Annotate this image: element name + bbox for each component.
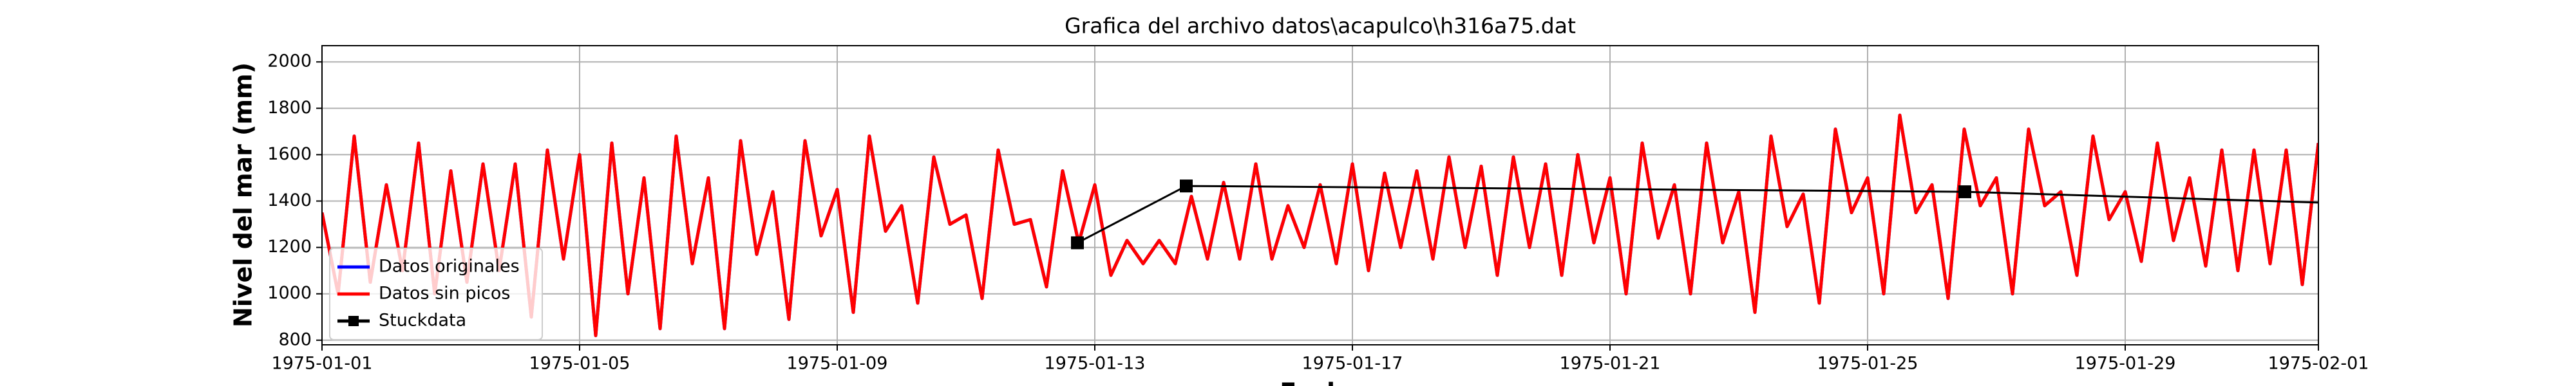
chart-title: Grafica del archivo datos\acapulco\h316a… xyxy=(1065,14,1576,39)
grid xyxy=(321,46,2319,345)
plot-area xyxy=(322,113,2389,338)
axes-frame xyxy=(321,45,2319,345)
series-marker xyxy=(1180,179,1193,193)
legend-label: Datos originales xyxy=(379,257,520,277)
legend-marker xyxy=(348,316,359,326)
y-tick-label: 1200 xyxy=(267,237,312,257)
x-tick-label: 1975-01-13 xyxy=(1045,354,1146,374)
legend-box xyxy=(329,248,543,340)
x-tick-label: 1975-01-01 xyxy=(272,354,373,374)
y-tick-label: 1800 xyxy=(267,98,312,118)
x-tick-label: 1975-01-21 xyxy=(1560,354,1661,374)
series-marker xyxy=(1958,185,1971,199)
x-tick-label: 1975-01-17 xyxy=(1302,354,1403,374)
y-tick-label: 800 xyxy=(278,329,312,349)
x-tick-label: 1975-01-05 xyxy=(529,354,630,374)
series-line xyxy=(322,113,2318,338)
y-tick-label: 1400 xyxy=(267,190,312,210)
series-marker xyxy=(2376,198,2389,211)
y-tick-label: 1000 xyxy=(267,283,312,303)
series-marker xyxy=(1071,236,1084,250)
x-tick-label: 1975-01-25 xyxy=(1817,354,1918,374)
y-axis-label: Nivel del mar (mm) xyxy=(229,62,258,327)
ticks: 800 1000 1200 1400 1600 1800 2000 1975-01-01 197… xyxy=(267,51,2369,374)
x-tick-label: 1975-01-29 xyxy=(2075,354,2176,374)
x-tick-label: 1975-01-09 xyxy=(787,354,888,374)
y-tick-label: 1600 xyxy=(267,144,312,164)
series-line xyxy=(1077,185,2318,244)
legend: Datos originales Datos sin picos Stuckdata xyxy=(329,248,543,340)
y-tick-label: 2000 xyxy=(267,51,312,71)
x-axis-label: Fecha xyxy=(1280,378,1360,386)
x-tick-label: 1975-02-01 xyxy=(2268,354,2369,374)
legend-label: Datos sin picos xyxy=(379,284,510,304)
legend-label: Stuckdata xyxy=(379,311,466,331)
